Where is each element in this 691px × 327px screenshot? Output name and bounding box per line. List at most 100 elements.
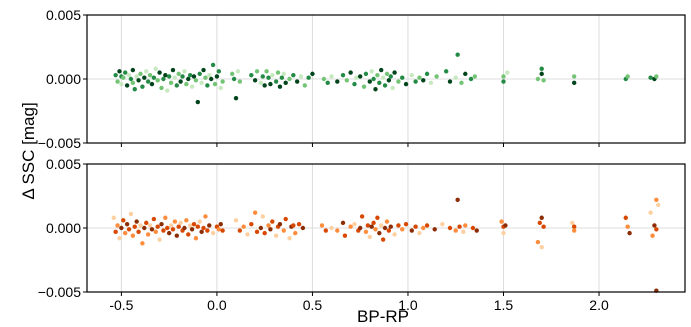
bottom-data-point <box>400 227 405 232</box>
bottom-data-point <box>184 218 189 223</box>
bottom-data-point <box>623 215 628 220</box>
bottom-data-point <box>373 227 378 232</box>
top-data-point <box>434 74 439 79</box>
top-data-point <box>291 72 296 78</box>
bottom-data-point <box>499 219 504 224</box>
bottom-data-point <box>140 241 145 246</box>
bottom-data-point <box>178 220 183 226</box>
bottom-data-point <box>201 225 206 231</box>
bottom-data-point <box>409 228 414 233</box>
top-data-point <box>468 76 474 82</box>
top-data-point <box>455 52 460 57</box>
panel-frames <box>86 14 686 293</box>
top-data-point <box>170 67 176 73</box>
top-data-point <box>260 74 265 79</box>
top-data-point <box>212 81 218 87</box>
bottom-data-point <box>111 215 116 220</box>
bottom-data-point <box>268 227 273 232</box>
top-data-point <box>354 75 359 80</box>
top-data-point <box>262 83 267 88</box>
top-data-point <box>176 71 181 77</box>
top-data-point <box>130 80 136 86</box>
top-data-point <box>258 80 264 86</box>
bottom-data-point <box>453 228 458 233</box>
bottom-data-point <box>130 233 136 238</box>
bottom-data-point <box>296 221 302 227</box>
bottom-data-point <box>260 214 265 219</box>
top-data-point <box>367 79 372 84</box>
top-data-point <box>321 76 327 82</box>
bottom-data-point <box>155 224 160 229</box>
top-panel-points <box>113 52 659 105</box>
bottom-data-point <box>128 211 134 217</box>
bottom-data-point <box>117 236 122 241</box>
top-data-point <box>130 67 136 73</box>
top-data-point <box>174 83 179 88</box>
top-data-point <box>233 96 239 101</box>
top-data-point <box>361 84 367 89</box>
top-data-point <box>199 80 204 86</box>
top-data-point <box>218 85 223 91</box>
bottom-data-point <box>386 228 392 233</box>
top-data-point <box>535 76 541 82</box>
top-data-point <box>153 66 158 71</box>
bottom-data-point <box>283 216 288 222</box>
bottom-data-point <box>319 223 325 228</box>
top-data-point <box>571 80 577 86</box>
bottom-data-point <box>323 228 329 233</box>
bottom-data-point <box>342 233 348 238</box>
bottom-data-point <box>134 219 139 224</box>
top-data-point <box>501 74 506 79</box>
top-data-point <box>625 74 630 79</box>
bottom-data-point <box>249 221 254 227</box>
top-data-point <box>121 75 126 80</box>
bottom-data-point <box>147 223 153 228</box>
bottom-y-tick-label: 0.000 <box>46 220 81 236</box>
top-data-point <box>348 70 353 75</box>
bottom-data-point <box>463 223 468 228</box>
bottom-data-point <box>571 228 577 233</box>
bottom-data-point <box>340 220 346 226</box>
bottom-data-point <box>157 237 162 242</box>
top-data-point <box>252 78 258 83</box>
top-data-point <box>249 72 254 78</box>
bottom-data-point <box>126 227 132 232</box>
top-data-point <box>424 71 430 77</box>
top-data-point <box>382 83 388 88</box>
top-data-point <box>358 74 363 79</box>
top-data-point <box>113 72 118 78</box>
bottom-data-point <box>652 223 657 228</box>
top-data-point <box>275 70 281 75</box>
top-data-point <box>281 71 286 77</box>
top-data-point <box>149 81 155 87</box>
bottom-data-point <box>656 202 661 208</box>
top-data-point <box>277 84 283 89</box>
bottom-data-point <box>172 219 178 224</box>
top-data-point <box>197 71 202 77</box>
top-data-point <box>396 79 401 84</box>
top-data-point <box>203 75 208 80</box>
top-data-point <box>254 69 260 74</box>
bottom-data-point <box>375 215 380 220</box>
top-data-point <box>210 62 216 68</box>
top-data-point <box>270 72 275 78</box>
top-data-point <box>216 69 222 74</box>
top-data-point <box>166 74 172 79</box>
bottom-data-point <box>440 221 445 227</box>
bottom-data-point <box>359 214 365 219</box>
top-data-point <box>231 76 237 82</box>
x-axis-label: BP-RP <box>357 307 409 326</box>
x-tick-label: 0.0 <box>207 297 227 313</box>
bottom-data-point <box>648 210 653 215</box>
bottom-data-point <box>203 214 208 219</box>
top-data-point <box>117 69 122 74</box>
top-data-point <box>136 78 141 83</box>
top-data-point <box>392 70 397 75</box>
bottom-data-point <box>358 225 363 231</box>
axis-ticks: −0.005 0.000 0.005 −0.005 0.000 0.005 -0.5 0.0 0… <box>38 7 609 313</box>
top-data-point <box>306 75 311 80</box>
top-data-point <box>539 71 544 77</box>
top-data-point <box>417 75 422 80</box>
top-data-point <box>459 80 464 86</box>
top-data-point <box>155 78 160 83</box>
